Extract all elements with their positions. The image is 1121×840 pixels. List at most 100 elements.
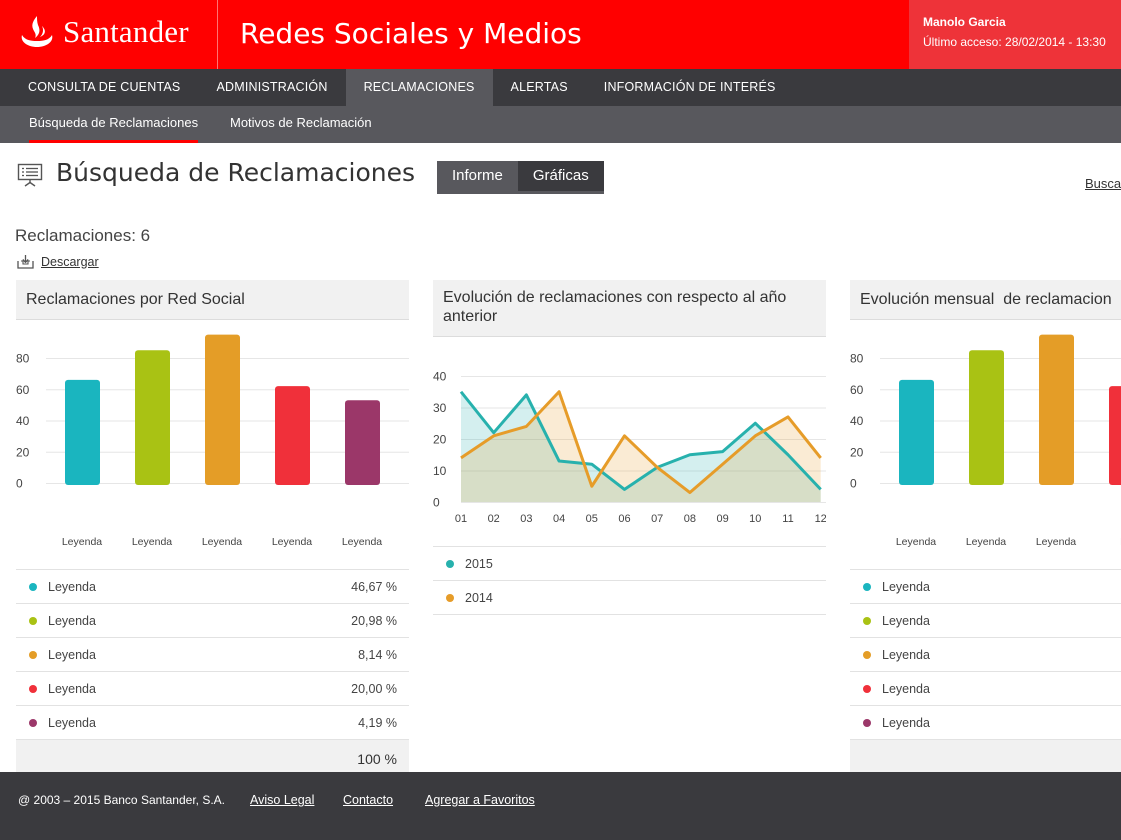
nav-administracion[interactable]: ADMINISTRACIÓN: [216, 80, 328, 94]
x-tick-label: Leyenda: [202, 536, 242, 548]
user-box: Manolo Garcia Último acceso: 28/02/2014 …: [909, 0, 1121, 69]
nav-reclamaciones[interactable]: RECLAMACIONES: [345, 69, 493, 106]
legend-row: Leyenda: [850, 604, 1121, 638]
y-tick-label: 20: [433, 433, 447, 447]
x-tick-label: 04: [553, 513, 565, 525]
legend-label: Leyenda: [882, 580, 930, 594]
nav-consulta-de-cuentas[interactable]: CONSULTA DE CUENTAS: [28, 80, 181, 94]
series-area: [461, 391, 821, 502]
legend-dot: [863, 583, 871, 591]
bar: [275, 386, 310, 485]
brand-name: Santander: [63, 14, 189, 49]
y-tick-label: 40: [433, 370, 447, 384]
legend-label: 2014: [465, 591, 493, 605]
legend-row: Leyenda 20,98 %: [16, 604, 409, 638]
panel-title: Evolución de reclamaciones con respecto …: [433, 280, 826, 337]
bar: [899, 379, 934, 485]
nav-alertas[interactable]: ALERTAS: [510, 80, 568, 94]
legend-dot: [446, 594, 454, 602]
x-tick-label: 10: [749, 513, 761, 525]
legend-label: Leyenda: [882, 682, 930, 696]
legend-dot: [29, 617, 37, 625]
bar: [1109, 386, 1121, 485]
total-value: 100 %: [357, 751, 397, 767]
panel-title: Evolución mensual de reclamacion: [850, 280, 1121, 320]
x-tick-label: 07: [651, 513, 663, 525]
legend-label: 2015: [465, 557, 493, 571]
legend-label: Leyenda: [882, 614, 930, 628]
subnav-motivos-de-reclamacion[interactable]: Motivos de Reclamación: [230, 115, 372, 130]
panel-evolucion-anual: Evolución de reclamaciones con respecto …: [433, 280, 826, 615]
legend-value: 4,19 %: [358, 716, 397, 730]
y-tick-label: 40: [850, 414, 864, 428]
x-tick-label: 02: [488, 513, 500, 525]
legend-value: 46,67 %: [351, 580, 397, 594]
search-link[interactable]: Busca: [1085, 176, 1121, 191]
bar: [345, 400, 380, 485]
y-tick-label: 80: [850, 352, 864, 366]
santander-logo[interactable]: Santander: [19, 14, 189, 50]
legend-value: 20,98 %: [351, 614, 397, 628]
legend-label: Leyenda: [882, 648, 930, 662]
legend-row: Leyenda 4,19 %: [16, 706, 409, 740]
x-tick-label: 05: [586, 513, 598, 525]
flame-icon: [21, 16, 53, 47]
subnav-busqueda-de-reclamaciones[interactable]: Búsqueda de Reclamaciones: [29, 106, 199, 143]
nav-informacion-de-interes[interactable]: INFORMACIÓN DE INTERÉS: [603, 80, 776, 94]
legend-row: Leyenda: [850, 570, 1121, 604]
x-tick-label: Leyenda: [342, 536, 382, 548]
footer-link-contacto[interactable]: Contacto: [343, 793, 394, 807]
view-toggle: Informe Gráficas: [437, 161, 604, 194]
x-tick-label: Leyenda: [1036, 536, 1076, 548]
legend-row: Leyenda 20,00 %: [16, 672, 409, 706]
legend-label: Leyenda: [882, 716, 930, 730]
bar: [969, 350, 1004, 485]
download-link[interactable]: Descargar: [17, 254, 99, 269]
reclamaciones-count: Reclamaciones: 6: [15, 226, 151, 245]
y-tick-label: 20: [850, 445, 864, 459]
x-tick-label: 09: [716, 513, 728, 525]
panel-evolucion-mensual: Evolución mensual de reclamacion 0 20 40 60…: [850, 280, 1121, 779]
legend-label: Leyenda: [48, 682, 96, 696]
bar: [205, 334, 240, 485]
footer-link-agregar-favoritos[interactable]: Agregar a Favoritos: [425, 793, 535, 807]
legend-dot: [29, 583, 37, 591]
x-tick-label: Leyenda: [132, 536, 172, 548]
app-title: Redes Sociales y Medios: [240, 17, 582, 50]
tab-informe[interactable]: Informe: [437, 161, 518, 191]
panel-reclamaciones-por-red-social: Reclamaciones por Red Social 0 20 40 60 80 Le…: [16, 280, 409, 779]
legend-dot: [29, 685, 37, 693]
footer-link-aviso-legal[interactable]: Aviso Legal: [250, 793, 315, 807]
x-tick-label: Leyenda: [272, 536, 312, 548]
series-line: [460, 390, 822, 495]
y-tick-label: 40: [16, 414, 30, 428]
y-tick-label: 30: [433, 401, 447, 415]
presentation-board-icon: [17, 163, 43, 187]
y-tick-label: 10: [433, 464, 447, 478]
legend-dot: [863, 651, 871, 659]
legend-dot: [29, 719, 37, 727]
legend-dot: [29, 651, 37, 659]
x-tick-label: 12: [815, 513, 826, 525]
top-header: Santander Redes Sociales y Medios Manolo…: [0, 0, 1121, 69]
tab-graficas[interactable]: Gráficas: [517, 161, 604, 191]
x-tick-label: Leyenda: [966, 536, 1006, 548]
series-line: [459, 390, 822, 491]
download-label: Descargar: [41, 254, 99, 269]
footer: @ 2003 – 2015 Banco Santander, S.A. Avis…: [0, 772, 1121, 840]
legend-row: Leyenda: [850, 706, 1121, 740]
panel-title: Reclamaciones por Red Social: [16, 280, 409, 320]
download-tray-icon: [17, 255, 34, 269]
copyright: @ 2003 – 2015 Banco Santander, S.A.: [18, 793, 225, 807]
header-divider: [217, 0, 218, 69]
page-title: Búsqueda de Reclamaciones: [56, 158, 415, 187]
legend-label: Leyenda: [48, 648, 96, 662]
legend-dot: [446, 560, 454, 568]
legend-row: 2015: [433, 547, 826, 581]
y-tick-label: 80: [16, 352, 30, 366]
x-tick-label: 08: [684, 513, 696, 525]
user-name[interactable]: Manolo Garcia: [923, 15, 1006, 29]
main-nav: CONSULTA DE CUENTAS ADMINISTRACIÓN RECLA…: [0, 69, 1121, 106]
legend-row: 2014: [433, 581, 826, 615]
y-tick-label: 20: [16, 445, 30, 459]
